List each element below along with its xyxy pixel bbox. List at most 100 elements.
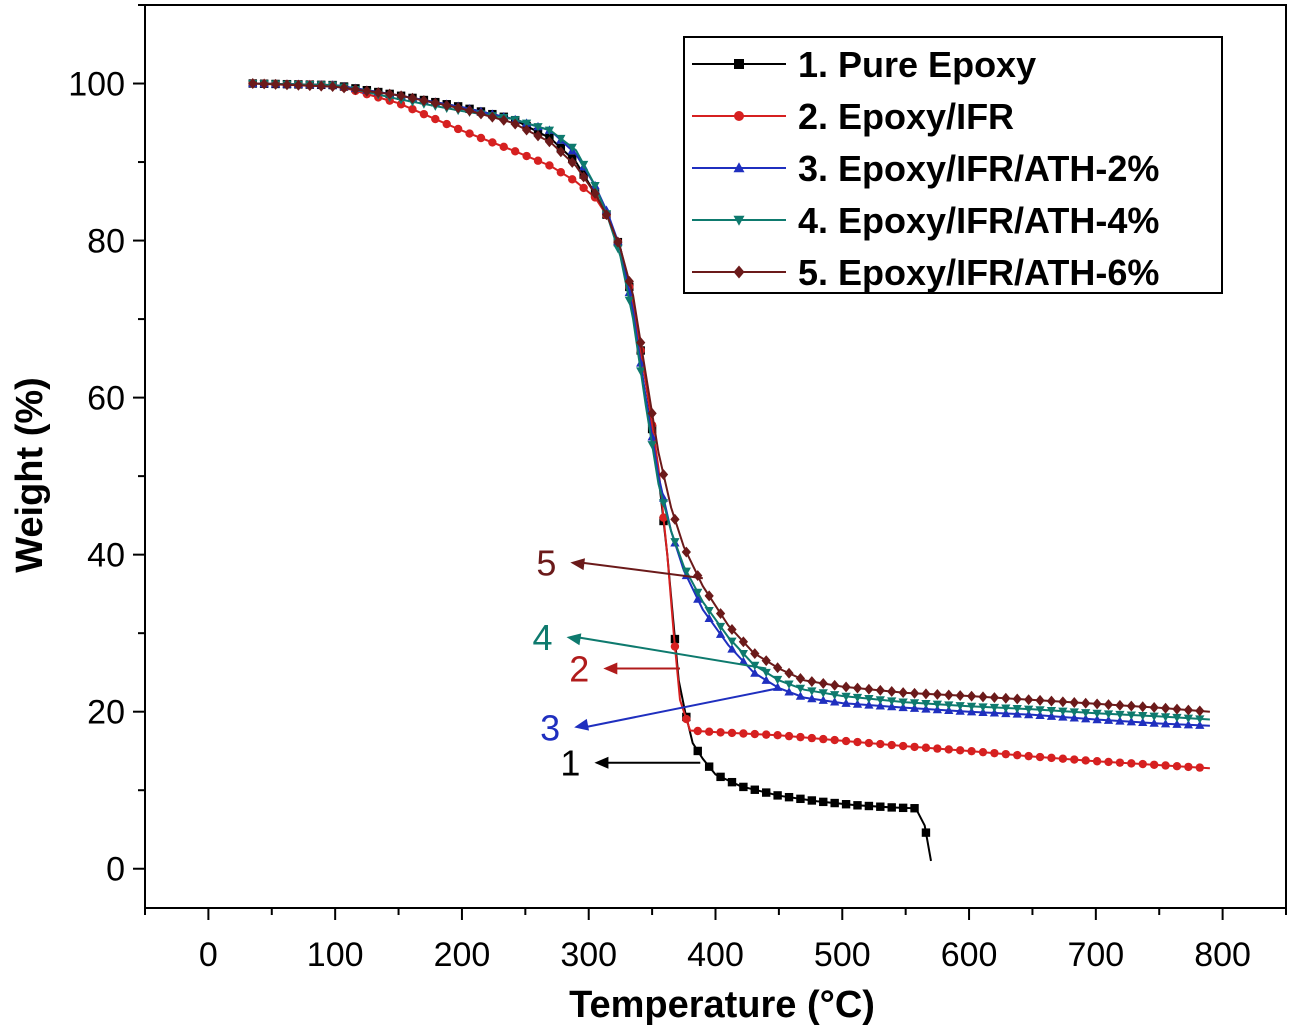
data-point: [750, 785, 760, 794]
annotation-label: 1: [560, 743, 580, 784]
data-point: [853, 801, 862, 810]
data-point: [955, 706, 965, 715]
annotation-arrow: [576, 636, 767, 670]
data-point: [636, 337, 646, 349]
annotation-arrowhead: [603, 662, 618, 675]
data-point: [270, 78, 281, 90]
data-point: [875, 701, 885, 710]
data-point: [1035, 752, 1045, 762]
data-point: [1115, 699, 1125, 711]
legend-entry-5: 5. Epoxy/IFR/ATH-6%: [692, 252, 1159, 293]
data-point: [1183, 704, 1194, 716]
data-point: [533, 156, 543, 165]
data-point: [373, 87, 383, 98]
curve-label-3: 3: [540, 687, 780, 748]
data-point: [738, 636, 749, 648]
data-point: [841, 681, 851, 693]
data-point: [1183, 714, 1194, 724]
data-point: [864, 738, 874, 748]
data-point: [579, 171, 589, 183]
data-point: [944, 701, 954, 710]
legend-label: 3. Epoxy/IFR/ATH-2%: [798, 148, 1159, 189]
data-point: [1195, 715, 1205, 724]
annotation-label: 5: [536, 543, 556, 584]
data-point: [248, 78, 258, 89]
data-point: [966, 706, 977, 716]
data-point: [670, 513, 680, 525]
data-point: [716, 772, 725, 782]
legend-box: [683, 36, 1223, 294]
data-point: [967, 746, 976, 756]
data-point: [682, 714, 691, 724]
annotation-label: 4: [533, 617, 553, 658]
data-point: [807, 796, 817, 805]
data-point: [1183, 719, 1194, 729]
data-point: [966, 702, 977, 712]
legend-label: 5. Epoxy/IFR/ATH-6%: [798, 252, 1159, 293]
series-5: [248, 78, 1210, 717]
data-point: [1127, 759, 1136, 768]
data-point: [761, 668, 771, 678]
data-point: [830, 691, 840, 700]
data-point: [1012, 709, 1022, 718]
data-point: [328, 81, 338, 93]
data-point: [1160, 718, 1171, 728]
data-point: [624, 296, 634, 306]
data-point: [739, 782, 748, 792]
data-point: [750, 729, 760, 739]
data-point: [875, 696, 885, 705]
data-point: [453, 102, 463, 114]
data-point: [453, 124, 463, 134]
x-tick-label: 300: [560, 936, 617, 974]
data-point: [624, 275, 634, 287]
data-point: [978, 707, 988, 716]
data-point: [784, 667, 794, 679]
data-point: [1047, 753, 1056, 763]
data-point: [715, 608, 726, 620]
data-point: [1058, 754, 1068, 763]
data-point: [1195, 763, 1204, 772]
data-point: [487, 111, 497, 123]
data-point: [1161, 761, 1170, 770]
data-point: [841, 698, 851, 707]
y-tick-label: 0: [106, 851, 125, 889]
data-point: [1138, 759, 1147, 769]
data-point: [556, 146, 566, 158]
data-point: [1115, 710, 1125, 720]
legend-marker: [733, 162, 745, 173]
y-tick-label: 100: [68, 66, 125, 104]
data-point: [556, 134, 566, 144]
data-point: [1126, 700, 1136, 712]
legend-entry-1: 1. Pure Epoxy: [692, 44, 1036, 85]
data-point: [693, 594, 703, 603]
data-point: [1069, 708, 1079, 717]
data-point: [670, 642, 680, 651]
data-point: [830, 798, 839, 808]
data-point: [704, 590, 714, 602]
data-point: [1138, 712, 1148, 721]
data-point: [1184, 762, 1193, 772]
legend-entry-2: 2. Epoxy/IFR: [692, 96, 1014, 137]
x-tick-label: 100: [307, 936, 364, 974]
curve-label-1: 1: [560, 743, 701, 784]
data-point: [1149, 712, 1159, 721]
data-point: [544, 136, 555, 148]
data-point: [944, 689, 954, 701]
data-point: [978, 691, 988, 703]
data-point: [761, 675, 771, 684]
data-point: [590, 187, 600, 199]
data-point: [1160, 702, 1171, 714]
data-point: [876, 739, 885, 749]
data-point: [510, 118, 520, 130]
data-point: [887, 701, 897, 711]
data-point: [419, 95, 429, 107]
data-point: [795, 691, 806, 700]
data-point: [910, 742, 919, 752]
data-point: [727, 777, 737, 787]
data-point: [339, 82, 349, 94]
data-point: [795, 673, 806, 684]
data-point: [989, 703, 1000, 713]
data-point: [990, 748, 999, 758]
data-point: [1172, 761, 1182, 771]
